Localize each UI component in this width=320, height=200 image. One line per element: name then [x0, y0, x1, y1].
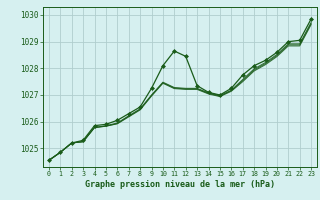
X-axis label: Graphe pression niveau de la mer (hPa): Graphe pression niveau de la mer (hPa)	[85, 180, 275, 189]
